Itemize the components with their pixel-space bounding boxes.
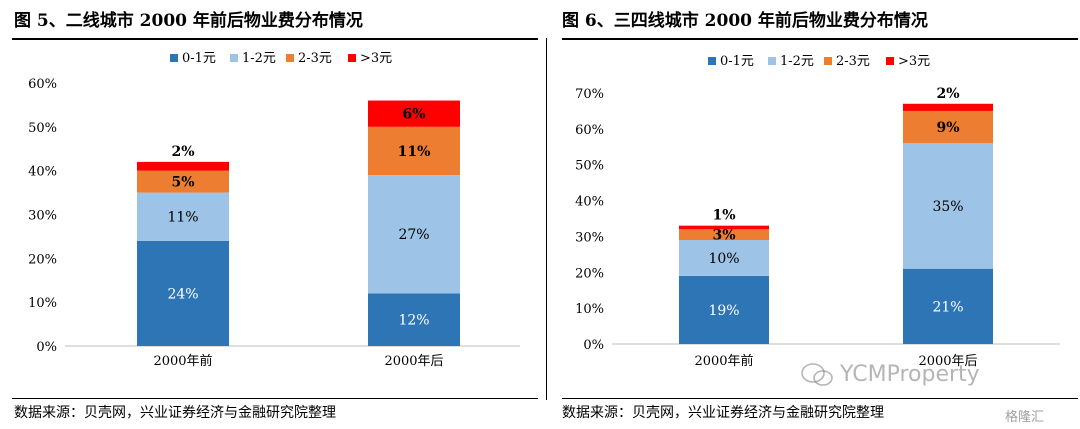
- bar-segment: [137, 192, 229, 241]
- data-label: 1%: [712, 208, 735, 224]
- legend-swatch: [708, 57, 716, 65]
- chart-title: 图 6、三四线城市 2000 年前后物业费分布情况: [562, 11, 928, 31]
- data-label: 11%: [167, 210, 198, 226]
- data-label: 2%: [936, 86, 959, 102]
- source-rule: [12, 398, 538, 399]
- data-label: 10%: [708, 251, 739, 267]
- data-label: 21%: [932, 299, 963, 315]
- y-tick-label: 30%: [28, 209, 57, 224]
- legend-swatch: [348, 54, 356, 62]
- data-label: 12%: [398, 313, 429, 329]
- bar-segment: [679, 240, 769, 276]
- y-tick-label: 20%: [28, 252, 57, 267]
- legend-label: 1-2元: [242, 51, 276, 66]
- bar-segment: [679, 275, 769, 344]
- y-tick-label: 60%: [575, 123, 604, 138]
- bar-segment: [903, 143, 993, 269]
- data-label: 27%: [398, 227, 429, 243]
- data-label: 5%: [171, 175, 194, 191]
- legend-label: >3元: [898, 54, 930, 69]
- data-label: 19%: [708, 303, 739, 319]
- bar-segment: [368, 175, 460, 294]
- y-tick-label: 30%: [575, 230, 604, 245]
- source-rule: [562, 398, 1078, 399]
- legend-label: >3元: [360, 51, 392, 66]
- legend-swatch: [230, 54, 238, 62]
- title-rule: [12, 38, 538, 40]
- bar-segment: [903, 268, 993, 344]
- source-note: 数据来源：贝壳网，兴业证券经济与金融研究院整理: [562, 405, 884, 421]
- legend-swatch: [768, 57, 776, 65]
- data-label: 11%: [398, 144, 431, 160]
- x-category-label: 2000年后: [384, 354, 443, 369]
- y-tick-label: 0%: [583, 338, 604, 353]
- legend-label: 0-1元: [720, 54, 754, 69]
- x-category-label: 2000年后: [918, 354, 977, 369]
- data-label: 24%: [167, 286, 198, 302]
- y-tick-label: 40%: [575, 195, 604, 210]
- stacked-bar-chart-right: 0% 10% 20% 30% 40% 50% 60% 70% 0-1元 1-2元 2-3元 >3元 19…: [575, 54, 1060, 369]
- panel-divider: [546, 38, 547, 400]
- data-label: 2%: [171, 144, 194, 160]
- data-label: 3%: [712, 228, 735, 244]
- data-label: 6%: [402, 107, 425, 123]
- watermark-text: YCMProperty: [840, 362, 980, 387]
- bar-segment: [679, 225, 769, 230]
- bar-segment: [903, 103, 993, 111]
- bar-segment: [137, 240, 229, 346]
- y-tick-label: 50%: [575, 159, 604, 174]
- y-tick-label: 40%: [28, 165, 57, 180]
- data-label: 35%: [932, 199, 963, 215]
- legend-label: 2-3元: [298, 51, 332, 66]
- bar-segment: [368, 126, 460, 176]
- legend-label: 2-3元: [836, 54, 870, 69]
- x-category-label: 2000年前: [694, 353, 753, 369]
- bar-segment: [903, 110, 993, 144]
- y-tick-label: 60%: [28, 77, 57, 92]
- watermark-badge: 格隆汇: [1005, 410, 1045, 425]
- wechat-icon: [801, 363, 833, 386]
- y-tick-label: 10%: [575, 302, 604, 317]
- stacked-bar-chart-left: 0% 10% 20% 30% 40% 50% 60% 0-1元 1-2元 2-3元 >3元 24% 11…: [28, 51, 520, 369]
- bar-segment: [137, 170, 229, 193]
- title-rule: [562, 38, 1078, 40]
- legend-swatch: [286, 54, 294, 62]
- y-tick-label: 10%: [28, 296, 57, 311]
- y-tick-label: 70%: [575, 87, 604, 102]
- left-panel: 图 5、二线城市 2000 年前后物业费分布情况 0% 10% 20% 30% 40% 5…: [12, 11, 538, 421]
- data-label: 9%: [936, 120, 959, 136]
- y-tick-label: 0%: [36, 340, 57, 355]
- y-tick-label: 20%: [575, 266, 604, 281]
- bar-segment: [368, 293, 460, 346]
- legend-label: 1-2元: [780, 54, 814, 69]
- bar-segment: [368, 100, 460, 127]
- bar-segment: [137, 161, 229, 171]
- legend-label: 0-1元: [182, 51, 216, 66]
- chart-title: 图 5、二线城市 2000 年前后物业费分布情况: [14, 11, 363, 31]
- legend-swatch: [824, 57, 832, 65]
- legend-swatch: [170, 54, 178, 62]
- right-panel: 图 6、三四线城市 2000 年前后物业费分布情况 0% 10% 20% 30% 40%…: [550, 0, 1080, 429]
- legend-swatch: [886, 57, 894, 65]
- x-category-label: 2000年前: [153, 353, 212, 369]
- source-note: 数据来源：贝壳网，兴业证券经济与金融研究院整理: [14, 405, 336, 421]
- y-tick-label: 50%: [28, 121, 57, 136]
- bar-segment: [679, 229, 769, 241]
